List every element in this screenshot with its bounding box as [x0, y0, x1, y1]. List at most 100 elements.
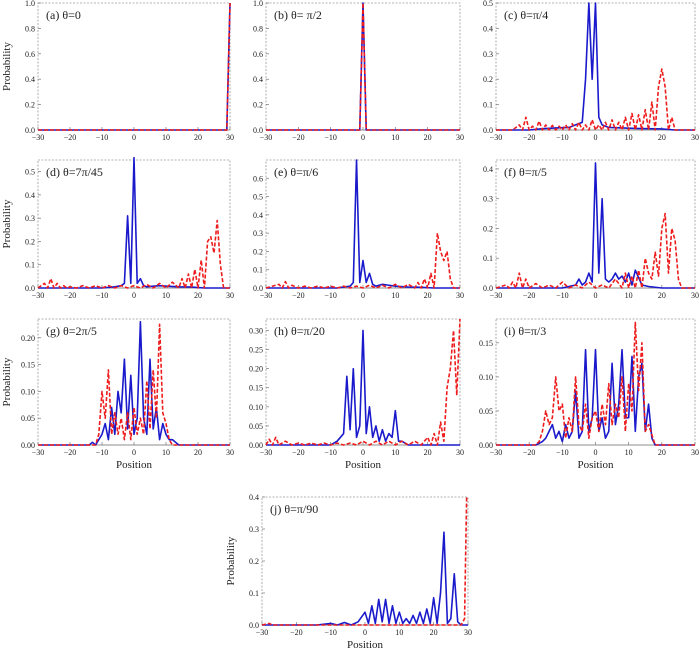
panel-i: −30 −20 −10 0 10 20 30 0.00 0.05 0.10 0.15 (i) θ=π/…: [479, 318, 699, 471]
y-tick-label: 1.0: [25, 0, 35, 8]
x-tick-label: 0: [132, 133, 136, 142]
x-tick-label: 0: [363, 628, 367, 637]
x-tick-label: −10: [556, 133, 569, 142]
x-tick-label: −10: [556, 291, 569, 300]
y-tick-label: 0.10: [21, 387, 35, 396]
y-tick-label: 0.2: [253, 247, 263, 256]
x-tick-label: −10: [96, 448, 109, 457]
x-tick-label: 30: [226, 448, 234, 457]
series-line-dashed: [496, 68, 695, 131]
panel-f: −30 −20 −10 0 10 20 30 0.0 0.1 0.2 0.3 0.4 (f) θ=π/5: [483, 159, 699, 300]
x-tick-label: 30: [691, 133, 699, 142]
x-tick-label: 30: [456, 133, 464, 142]
x-tick-label: 0: [361, 133, 365, 142]
panel-d: −30 −20 −10 0 10 20 30 0.0 0.1 0.2 0.3 0.4 0.5 (d) θ=…: [1, 156, 234, 300]
series-line-solid: [496, 162, 695, 289]
y-tick-label: 0.1: [249, 589, 259, 598]
y-tick-label: 0.0: [483, 284, 493, 293]
x-axis-label: Position: [345, 459, 382, 471]
plot-frame: [37, 2, 231, 131]
panel-title: (b) θ= π/2: [274, 8, 322, 22]
x-tick-label: −20: [523, 291, 536, 300]
y-tick-label: 0.2: [25, 237, 35, 246]
series-line-dashed: [496, 321, 695, 446]
y-tick-label: 0.4: [253, 75, 263, 84]
x-tick-label: −30: [32, 291, 45, 300]
y-tick-label: 0.0: [25, 126, 35, 135]
y-tick-label: 0.2: [25, 101, 35, 110]
series-line-dashed: [265, 318, 461, 446]
y-tick-label: 0.0: [253, 126, 263, 135]
y-tick-label: 0.3: [483, 195, 493, 204]
y-tick-label: 0.3: [249, 525, 259, 534]
y-axis-label: Probability: [1, 357, 13, 406]
y-axis-label: Probability: [1, 199, 13, 248]
y-tick-label: 0.3: [25, 214, 35, 223]
x-tick-label: −30: [260, 448, 273, 457]
y-tick-label: 0.05: [21, 414, 35, 423]
y-tick-label: 0.4: [483, 165, 493, 174]
y-tick-label: 0.15: [479, 339, 493, 348]
x-tick-label: 10: [625, 448, 633, 457]
series-line-dashed: [261, 496, 468, 626]
x-tick-label: −20: [292, 133, 305, 142]
y-tick-label: 0.00: [249, 441, 263, 450]
x-tick-label: 20: [658, 133, 666, 142]
y-tick-label: 0.3: [253, 229, 263, 238]
y-tick-label: 0.2: [253, 101, 263, 110]
panel-title: (e) θ=π/6: [274, 165, 318, 179]
x-tick-label: 20: [658, 448, 666, 457]
x-tick-label: 30: [226, 133, 234, 142]
y-tick-label: 0.4: [249, 493, 259, 502]
x-tick-label: 10: [162, 133, 170, 142]
x-tick-label: 30: [456, 291, 464, 300]
panel-g: −30 −20 −10 0 10 20 30 0.00 0.05 0.10 0.15 0.20 (g) …: [1, 318, 234, 471]
y-tick-label: 0.0: [483, 126, 493, 135]
y-tick-label: 0.10: [479, 373, 493, 382]
x-tick-label: 20: [424, 133, 432, 142]
y-tick-label: 0.6: [253, 50, 263, 59]
y-tick-label: 0.05: [479, 407, 493, 416]
x-tick-label: −10: [324, 628, 337, 637]
y-tick-label: 0.2: [483, 75, 493, 84]
series-line-dashed: [38, 2, 231, 131]
series-line-dashed: [38, 323, 230, 446]
x-tick-label: −10: [324, 133, 337, 142]
y-tick-label: 0.2: [483, 224, 493, 233]
x-axis-label: Position: [116, 459, 153, 471]
x-tick-label: −10: [96, 291, 109, 300]
series-line-solid: [38, 2, 231, 131]
panel-b: −30 −20 −10 0 10 20 30 0.0 0.2 0.4 0.6 0.8 1.0 (b) θ=…: [253, 0, 464, 142]
x-axis-label: Position: [347, 639, 384, 651]
y-tick-label: 0.4: [25, 75, 35, 84]
y-tick-label: 0.5: [483, 0, 493, 8]
x-tick-label: 0: [594, 448, 598, 457]
x-tick-label: 0: [594, 133, 598, 142]
x-tick-label: −30: [256, 628, 269, 637]
x-tick-label: −20: [523, 133, 536, 142]
x-tick-label: 20: [430, 628, 438, 637]
x-tick-label: −30: [260, 133, 273, 142]
x-tick-label: −10: [324, 448, 337, 457]
x-tick-label: 10: [162, 448, 170, 457]
x-tick-label: 20: [424, 291, 432, 300]
x-tick-label: 30: [691, 448, 699, 457]
series-line-solid: [38, 320, 230, 446]
x-tick-label: 30: [226, 291, 234, 300]
x-tick-label: 0: [594, 291, 598, 300]
plot-frame: [261, 496, 469, 626]
x-tick-label: −20: [64, 448, 77, 457]
panel-title: (h) θ=π/20: [274, 324, 325, 338]
y-tick-label: 0.4: [25, 191, 35, 200]
series-line-solid: [496, 2, 695, 131]
y-tick-label: 0.6: [25, 50, 35, 59]
y-tick-label: 0.5: [25, 168, 35, 177]
y-tick-label: 0.4: [253, 211, 263, 220]
series-line-solid: [266, 159, 460, 289]
series-line-dashed: [37, 219, 230, 289]
x-tick-label: 20: [194, 133, 202, 142]
y-tick-label: 0.0: [249, 621, 259, 630]
panel-j: −30 −20 −10 0 10 20 30 0.0 0.1 0.2 0.3 0.4 (j) θ=π/9…: [225, 493, 472, 651]
